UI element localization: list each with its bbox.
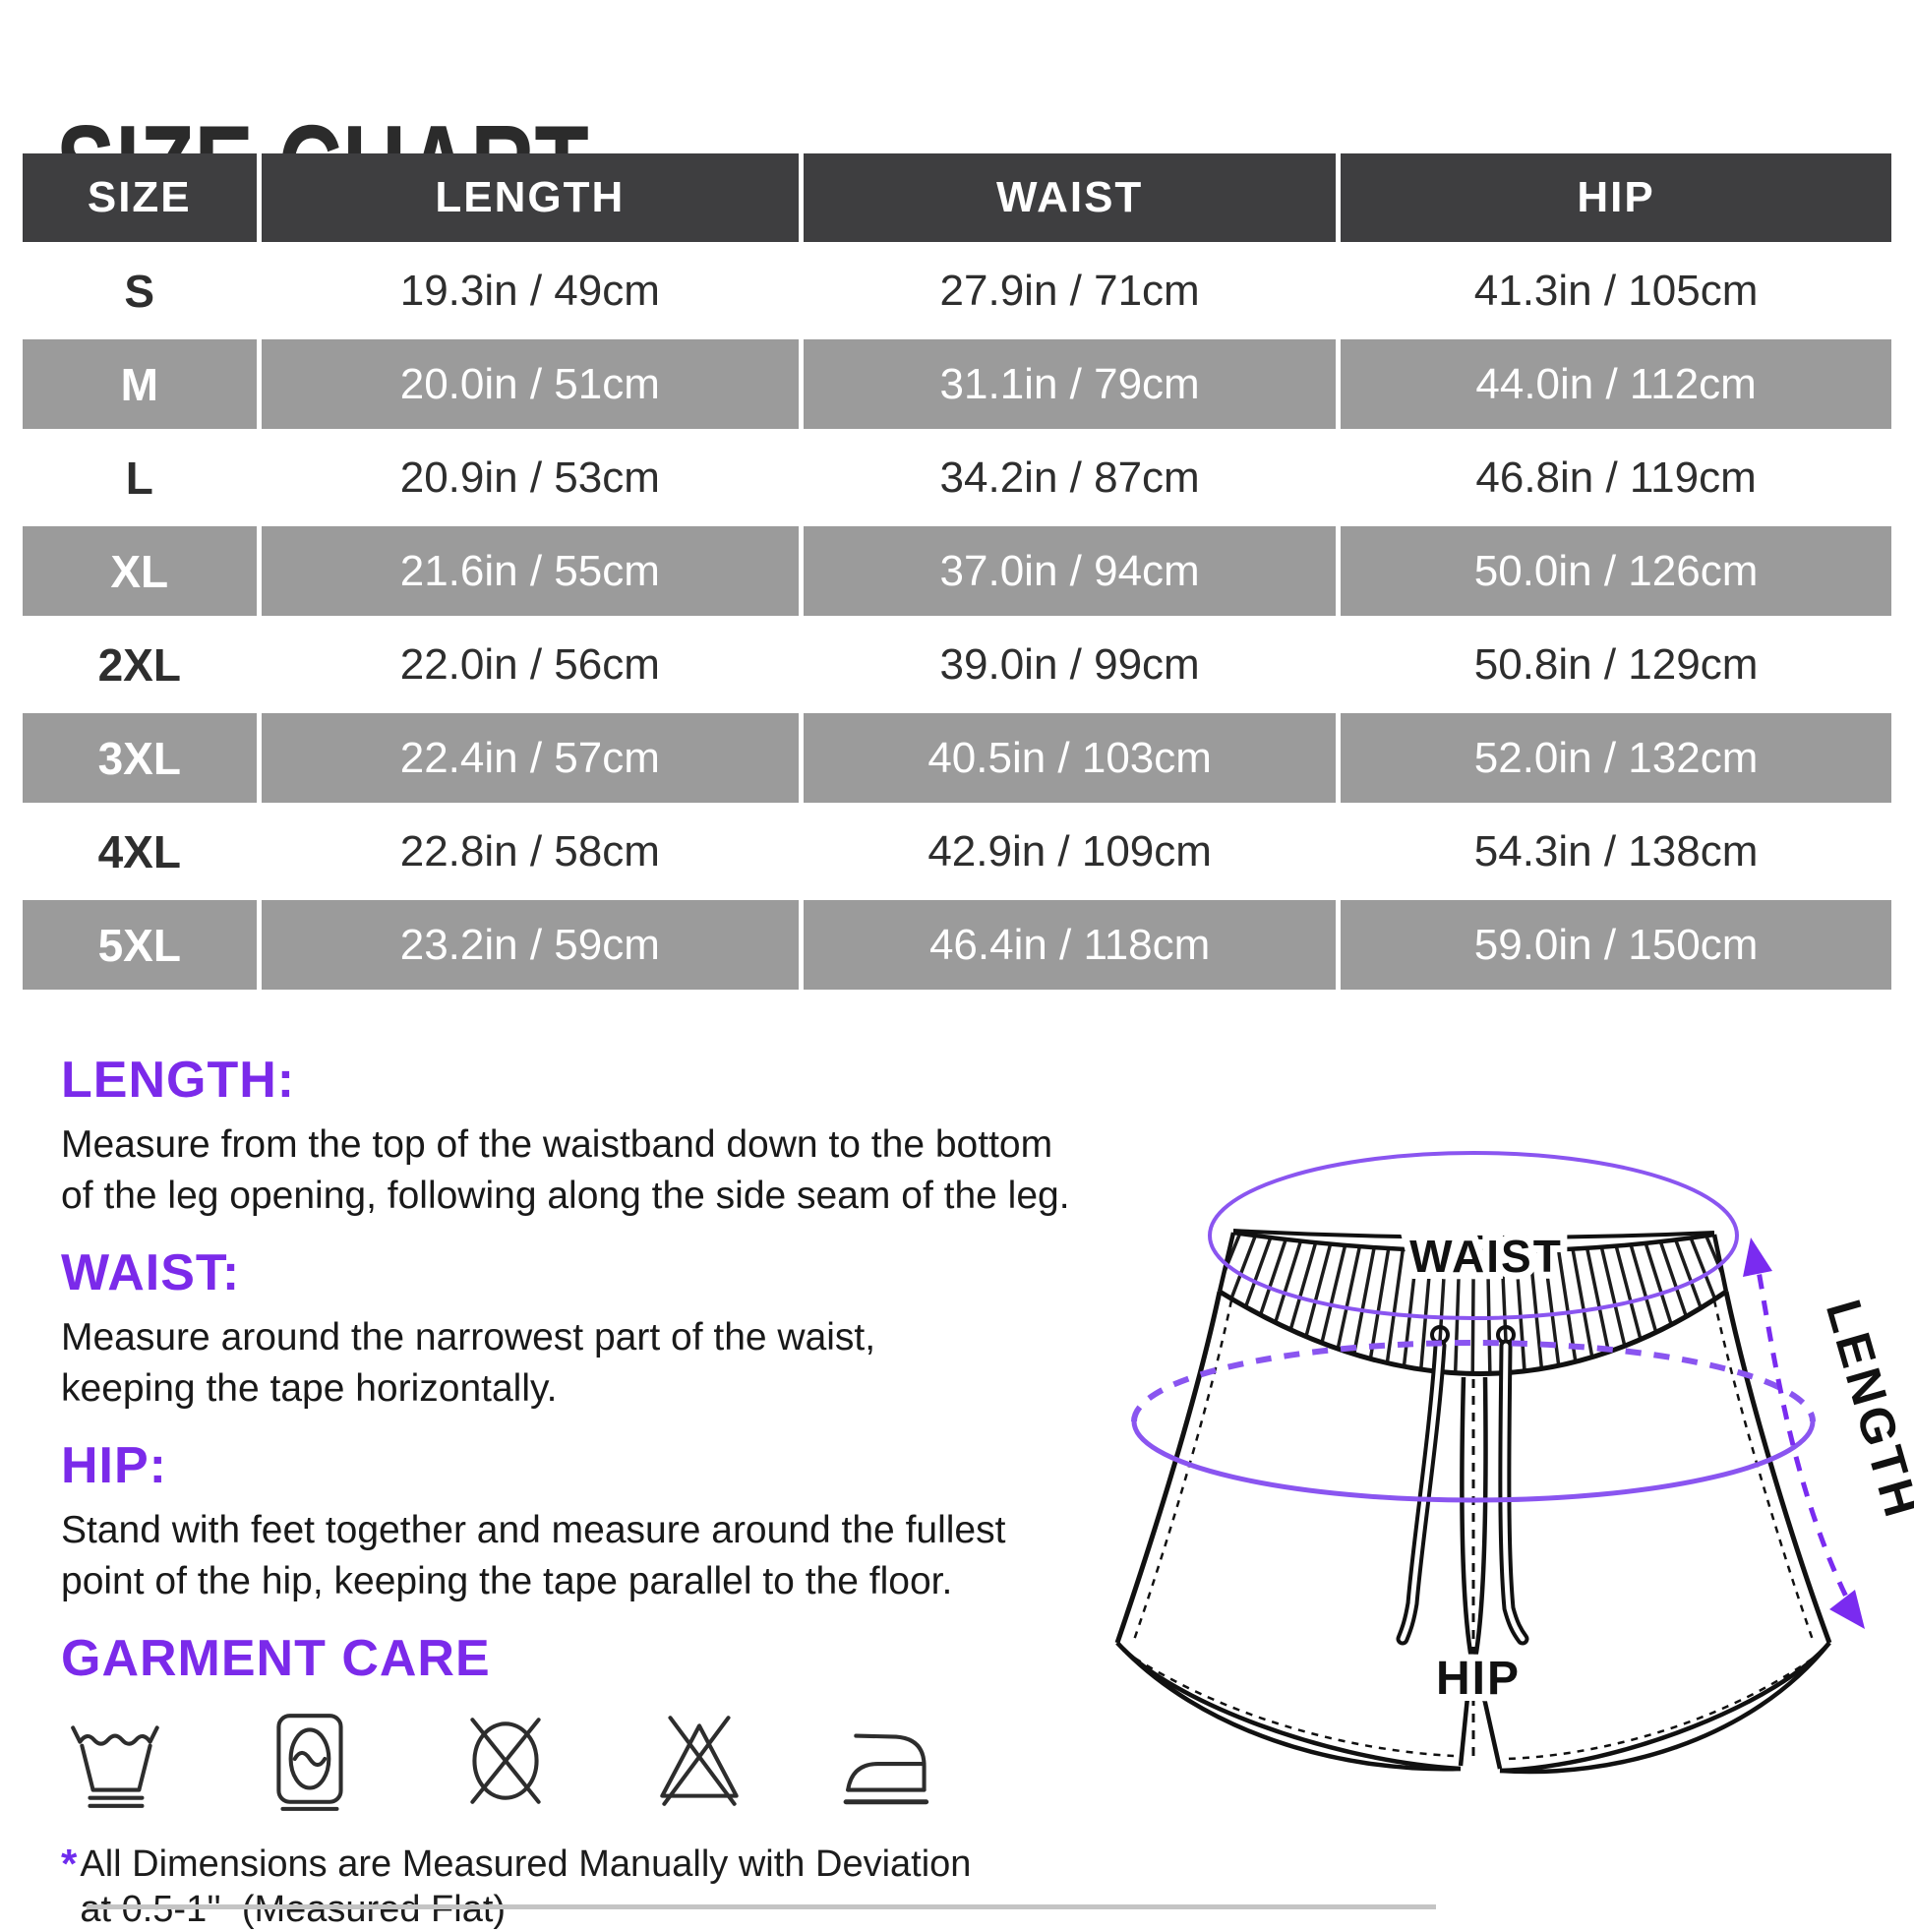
do-not-bleach-icon bbox=[644, 1706, 754, 1816]
bottom-divider bbox=[87, 1904, 1436, 1909]
waist-cell: 39.0in / 99cm bbox=[804, 620, 1337, 709]
hip-section-text: point of the hip, keeping the tape paral… bbox=[61, 1560, 953, 1602]
waist-section-heading: WAIST: bbox=[61, 1244, 241, 1301]
size-cell: L bbox=[23, 433, 257, 522]
waist-cell: 42.9in / 109cm bbox=[804, 807, 1337, 896]
waist-cell: 31.1in / 79cm bbox=[804, 339, 1337, 429]
size-cell: S bbox=[23, 246, 257, 335]
column-header-length: LENGTH bbox=[261, 153, 800, 242]
hip-cell: 50.8in / 129cm bbox=[1341, 620, 1891, 709]
length-cell: 22.8in / 58cm bbox=[261, 807, 800, 896]
length-cell: 20.0in / 51cm bbox=[261, 339, 800, 429]
waist-cell: 40.5in / 103cm bbox=[804, 713, 1337, 803]
waist-section-text: keeping the tape horizontally. bbox=[61, 1367, 558, 1410]
length-cell: 22.0in / 56cm bbox=[261, 620, 800, 709]
length-cell: 20.9in / 53cm bbox=[261, 433, 800, 522]
size-chart-table: SIZE LENGTH WAIST HIP S 19.3in / 49cm 27… bbox=[18, 150, 1896, 994]
length-cell: 22.4in / 57cm bbox=[261, 713, 800, 803]
garment-care-heading: GARMENT CARE bbox=[61, 1630, 491, 1687]
footnote-text: at 0.5-1'' (Measured Flat) bbox=[80, 1889, 507, 1930]
hip-cell: 46.8in / 119cm bbox=[1341, 433, 1891, 522]
size-cell: 4XL bbox=[23, 807, 257, 896]
wash-tub-icon bbox=[63, 1706, 173, 1816]
waist-cell: 27.9in / 71cm bbox=[804, 246, 1337, 335]
size-cell: XL bbox=[23, 526, 257, 616]
length-cell: 23.2in / 59cm bbox=[261, 900, 800, 990]
length-arrowhead-bottom bbox=[1829, 1590, 1865, 1629]
waist-cell: 34.2in / 87cm bbox=[804, 433, 1337, 522]
machine-wash-icon bbox=[257, 1706, 367, 1816]
hip-cell: 50.0in / 126cm bbox=[1341, 526, 1891, 616]
waistband bbox=[1217, 1229, 1729, 1376]
measurement-instructions: LENGTH: Measure from the top of the wais… bbox=[61, 1051, 1143, 1932]
hip-cell: 41.3in / 105cm bbox=[1341, 246, 1891, 335]
length-section-text: Measure from the top of the waistband do… bbox=[61, 1123, 1053, 1166]
waist-cell: 37.0in / 94cm bbox=[804, 526, 1337, 616]
hip-cell: 59.0in / 150cm bbox=[1341, 900, 1891, 990]
do-not-dry-clean-icon bbox=[450, 1706, 561, 1816]
drawstrings bbox=[1396, 1325, 1529, 1646]
length-cell: 19.3in / 49cm bbox=[261, 246, 800, 335]
length-section-heading: LENGTH: bbox=[61, 1052, 296, 1109]
table-header-row: SIZE LENGTH WAIST HIP bbox=[23, 153, 1891, 242]
size-cell: 3XL bbox=[23, 713, 257, 803]
size-cell: 5XL bbox=[23, 900, 257, 990]
iron-icon bbox=[838, 1706, 948, 1816]
waist-cell: 46.4in / 118cm bbox=[804, 900, 1337, 990]
table-row: M 20.0in / 51cm 31.1in / 79cm 44.0in / 1… bbox=[23, 339, 1891, 429]
column-header-size: SIZE bbox=[23, 153, 257, 242]
waist-ellipse bbox=[1208, 1151, 1739, 1320]
length-cell: 21.6in / 55cm bbox=[261, 526, 800, 616]
hip-ellipse-back bbox=[1131, 1340, 1816, 1422]
hip-cell: 52.0in / 132cm bbox=[1341, 713, 1891, 803]
footnote-text: All Dimensions are Measured Manually wit… bbox=[80, 1843, 972, 1885]
column-header-hip: HIP bbox=[1341, 153, 1891, 242]
table-row: 4XL 22.8in / 58cm 42.9in / 109cm 54.3in … bbox=[23, 807, 1891, 896]
length-section-text: of the leg opening, following along the … bbox=[61, 1175, 1070, 1217]
footnote: * All Dimensions are Measured Manually w… bbox=[61, 1841, 1143, 1932]
measurement-marks bbox=[1131, 1151, 1865, 1629]
table-row: 3XL 22.4in / 57cm 40.5in / 103cm 52.0in … bbox=[23, 713, 1891, 803]
size-cell: 2XL bbox=[23, 620, 257, 709]
waist-section-text: Measure around the narrowest part of the… bbox=[61, 1316, 876, 1358]
hip-label: HIP bbox=[1436, 1653, 1521, 1705]
table-row: L 20.9in / 53cm 34.2in / 87cm 46.8in / 1… bbox=[23, 433, 1891, 522]
hip-section-text: Stand with feet together and measure aro… bbox=[61, 1509, 1006, 1551]
table-row: 2XL 22.0in / 56cm 39.0in / 99cm 50.8in /… bbox=[23, 620, 1891, 709]
shorts-outline bbox=[1114, 1291, 1832, 1775]
hip-cell: 44.0in / 112cm bbox=[1341, 339, 1891, 429]
hip-cell: 54.3in / 138cm bbox=[1341, 807, 1891, 896]
garment-care-icons bbox=[63, 1706, 1143, 1816]
column-header-waist: WAIST bbox=[804, 153, 1337, 242]
size-cell: M bbox=[23, 339, 257, 429]
length-arrowhead-top bbox=[1743, 1238, 1772, 1277]
table-row: S 19.3in / 49cm 27.9in / 71cm 41.3in / 1… bbox=[23, 246, 1891, 335]
length-label: LENGTH bbox=[1816, 1294, 1914, 1526]
footnote-asterisk: * bbox=[61, 1841, 78, 1887]
waist-label: WAIST bbox=[1409, 1231, 1563, 1282]
length-arrow-line bbox=[1752, 1247, 1860, 1620]
table-row: 5XL 23.2in / 59cm 46.4in / 118cm 59.0in … bbox=[23, 900, 1891, 990]
hip-ellipse-front bbox=[1131, 1420, 1816, 1503]
table-row: XL 21.6in / 55cm 37.0in / 94cm 50.0in / … bbox=[23, 526, 1891, 616]
hip-section-heading: HIP: bbox=[61, 1437, 167, 1494]
shorts-measurement-diagram: WAIST HIP LENGTH bbox=[1114, 1151, 1914, 1775]
